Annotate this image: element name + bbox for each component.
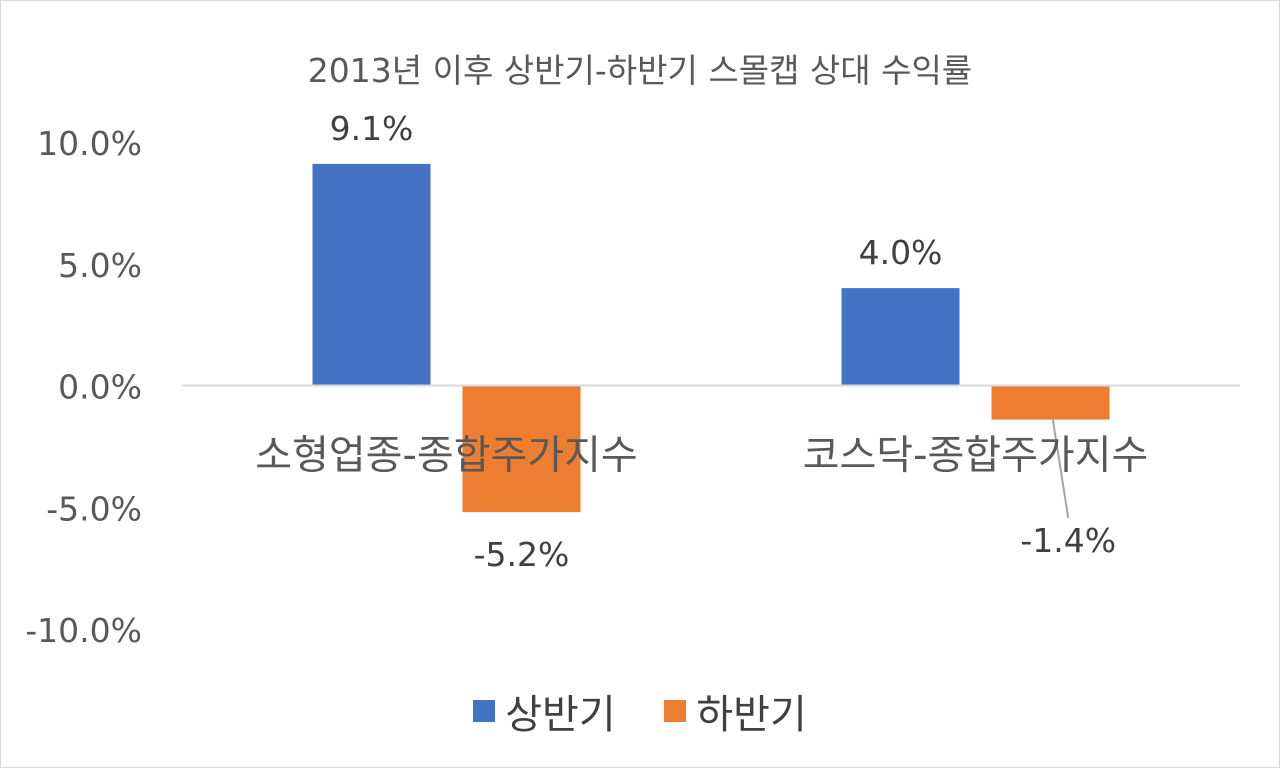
- legend-item-series-1[interactable]: 하반기: [664, 682, 807, 740]
- bar-series-0-0[interactable]: [312, 163, 431, 386]
- y-tick-label: 0.0%: [58, 368, 142, 407]
- data-label-series-0-1: 4.0%: [859, 233, 943, 272]
- data-label-series-1-1: -1.4%: [1020, 521, 1116, 560]
- y-tick-label: 10.0%: [37, 124, 142, 163]
- y-tick-label: 5.0%: [58, 246, 142, 285]
- data-label-series-0-0: 9.1%: [330, 109, 414, 148]
- legend-item-series-0[interactable]: 상반기: [473, 682, 616, 740]
- x-category-label: 코스닥-종합주가지수: [803, 433, 1149, 479]
- legend-swatch-series-1: [664, 700, 687, 722]
- x-category-label: 소형업종-종합주가지수: [255, 433, 637, 479]
- chart-title: 2013년 이후 상반기-하반기 스몰캡 상대 수익률: [307, 51, 973, 90]
- y-tick-label: -10.0%: [25, 611, 142, 650]
- legend: 상반기 하반기: [0, 682, 1280, 740]
- data-label-series-1-0: -5.2%: [474, 535, 570, 574]
- bar-series-1-0[interactable]: [462, 385, 581, 513]
- y-tick-label: -5.0%: [46, 489, 142, 528]
- legend-swatch-series-0: [473, 700, 496, 722]
- bar-series-1-1[interactable]: [991, 385, 1110, 420]
- bar-series-0-1[interactable]: [841, 288, 960, 386]
- legend-label-series-1: 하반기: [696, 692, 807, 738]
- legend-label-series-0: 상반기: [505, 692, 616, 738]
- data-label-leader-line: [1051, 419, 1070, 519]
